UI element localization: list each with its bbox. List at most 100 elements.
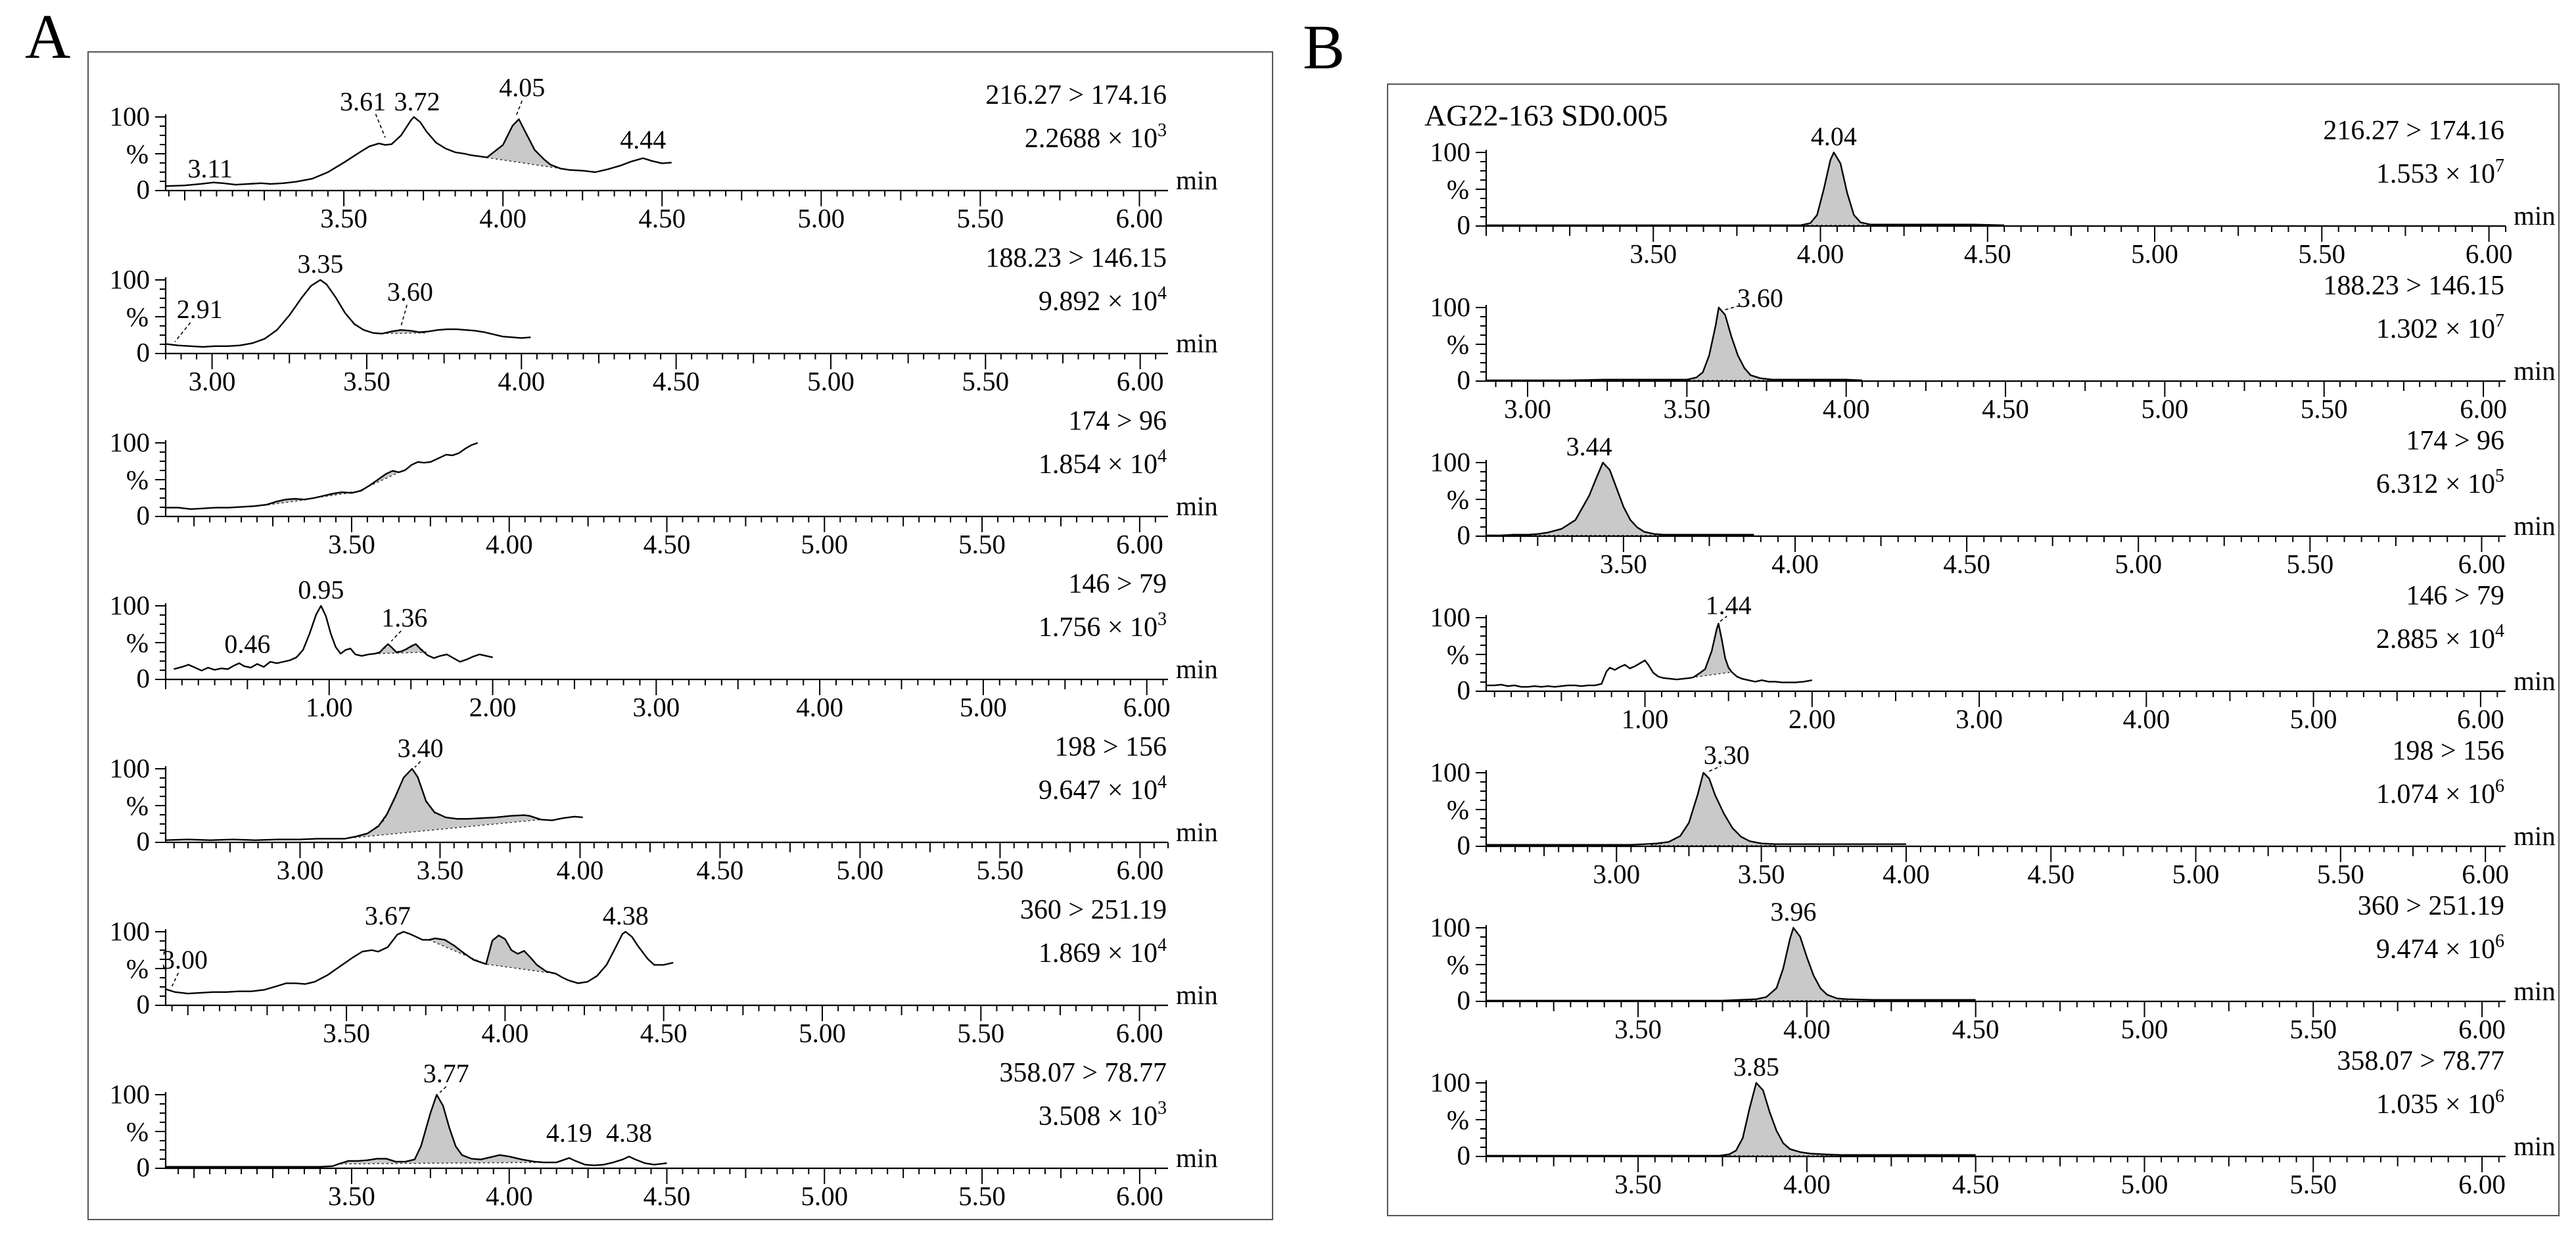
x-tick-label: 5.50 — [977, 855, 1024, 885]
trace-plot-b-2: 100% 0 3.50 4.00 4.50 5.00 5.50 6.00 min 174 > 96… — [1430, 426, 2556, 579]
x-tick-label: 4.50 — [1964, 239, 2011, 269]
peak-shaded-area — [471, 118, 570, 171]
peak-shaded-area — [1651, 771, 1777, 846]
peak-shaded-area — [1520, 461, 1666, 536]
x-tick-label: 4.50 — [640, 1018, 688, 1048]
peak-label-leader-line — [1708, 766, 1721, 772]
transition-label: 146 > 79 — [1068, 569, 1167, 599]
x-tick-label: 5.00 — [2290, 704, 2337, 734]
trace-plot-a-4: 100% 0 3.00 3.50 4.00 4.50 5.00 5.50 6.00 min 198 … — [110, 732, 1218, 885]
transition-label: 188.23 > 146.15 — [2323, 271, 2504, 301]
x-tick-label: 5.50 — [958, 529, 1006, 559]
x-tick-label: 3.00 — [277, 855, 324, 885]
x-tick-label: 5.00 — [801, 1181, 848, 1211]
x-tick-label: 5.50 — [2289, 1014, 2337, 1044]
peak-rt-label: 3.35 — [297, 249, 343, 279]
y-axis-label-100: 100 — [1430, 912, 1471, 942]
intensity-label: 1.869 × 104 — [1039, 935, 1167, 969]
y-axis-label-0: 0 — [1457, 675, 1471, 705]
peak-shaded-area — [1719, 1082, 1835, 1156]
chromatogram-curve — [165, 930, 674, 995]
x-tick-label: 3.50 — [1614, 1169, 1662, 1199]
peak-label-leader-line — [439, 1086, 447, 1093]
x-tick-label: 6.00 — [1116, 529, 1163, 559]
y-axis-label-0: 0 — [1457, 830, 1471, 860]
peak-label-leader-line — [171, 972, 179, 987]
x-tick-label: 5.50 — [2301, 394, 2348, 424]
transition-label: 360 > 251.19 — [2358, 891, 2504, 921]
x-tick-label: 4.00 — [1797, 239, 1844, 269]
x-tick-label: 4.00 — [1823, 394, 1870, 424]
x-tick-label: 3.50 — [323, 1018, 370, 1048]
x-tick-label: 5.50 — [2317, 859, 2364, 889]
x-axis-unit-label: min — [2514, 1131, 2556, 1161]
intensity-label: 1.035 × 106 — [2376, 1086, 2504, 1120]
peak-label-leader-line — [1720, 616, 1727, 622]
peak-rt-label: 3.00 — [162, 945, 208, 974]
y-axis-label-percent: % — [1447, 794, 1469, 825]
x-tick-label: 6.00 — [2460, 394, 2507, 424]
x-tick-label: 5.00 — [2131, 239, 2178, 269]
transition-label: 174 > 96 — [1068, 406, 1167, 436]
peak-label-leader-line — [515, 101, 523, 118]
y-axis-label-100: 100 — [110, 590, 151, 620]
x-tick-label: 4.00 — [1771, 549, 1819, 579]
chromatogram-curve — [166, 442, 479, 511]
y-axis-label-percent: % — [126, 465, 149, 495]
y-axis-label-100: 100 — [1430, 137, 1471, 167]
peak-label-leader-line — [1725, 304, 1741, 311]
y-axis-label-0: 0 — [137, 337, 151, 367]
x-axis-unit-label: min — [1176, 328, 1218, 358]
panel-b-letter: B — [1303, 12, 1346, 82]
peak-rt-label: 4.44 — [620, 125, 666, 154]
x-tick-label: 5.00 — [2142, 394, 2189, 424]
x-tick-label: 5.00 — [799, 1018, 846, 1048]
peak-shaded-area — [1800, 151, 1871, 226]
x-tick-label: 5.50 — [2298, 239, 2345, 269]
x-tick-label: 6.00 — [2458, 1169, 2506, 1199]
x-axis-unit-label: min — [1176, 817, 1218, 847]
x-axis-unit-label: min — [2514, 821, 2556, 851]
x-tick-label: 3.50 — [1614, 1014, 1662, 1044]
peak-rt-label: 4.38 — [606, 1118, 652, 1148]
intensity-label: 1.553 × 107 — [2376, 156, 2504, 189]
x-axis-unit-label: min — [1176, 1143, 1218, 1173]
x-tick-label: 4.00 — [486, 1181, 533, 1211]
x-tick-label: 5.50 — [2289, 1169, 2337, 1199]
y-axis-label-0: 0 — [137, 826, 151, 856]
x-tick-label: 5.50 — [956, 203, 1004, 233]
y-axis-label-100: 100 — [1430, 757, 1471, 787]
y-axis-label-0: 0 — [137, 174, 151, 204]
peak-shaded-area — [427, 938, 486, 965]
peak-rt-label: 3.85 — [1733, 1052, 1779, 1082]
y-axis-label-100: 100 — [1430, 602, 1471, 632]
peak-rt-label: 1.44 — [1706, 590, 1752, 620]
x-tick-label: 6.00 — [1116, 1018, 1163, 1048]
x-tick-label: 4.50 — [644, 529, 691, 559]
y-axis-label-percent: % — [126, 1116, 149, 1147]
peak-shaded-area — [1687, 306, 1773, 381]
x-tick-label: 4.00 — [479, 203, 527, 233]
transition-label: 146 > 79 — [2406, 581, 2504, 611]
transition-label: 360 > 251.19 — [1020, 895, 1167, 925]
trace-plot-b-3: 100% 0 1.00 2.00 3.00 4.00 5.00 6.00 min 146 > 79… — [1430, 581, 2556, 734]
intensity-label: 2.2688 × 103 — [1025, 120, 1167, 154]
x-axis-unit-label: min — [1176, 491, 1218, 521]
x-tick-label: 6.00 — [2466, 239, 2513, 269]
peak-rt-label: 3.40 — [398, 733, 444, 763]
x-tick-label: 3.50 — [1738, 859, 1785, 889]
x-axis-unit-label: min — [1176, 980, 1218, 1010]
intensity-label: 6.312 × 105 — [2376, 466, 2504, 499]
chromatogram-curve — [1486, 926, 1976, 1002]
x-tick-label: 6.00 — [1116, 203, 1163, 233]
y-axis-label-percent: % — [126, 790, 149, 821]
x-tick-label: 1.00 — [306, 692, 353, 722]
x-tick-label: 3.50 — [328, 1181, 375, 1211]
transition-label: 198 > 156 — [1054, 732, 1167, 762]
x-tick-label: 4.50 — [1982, 394, 2029, 424]
peak-rt-label: 3.11 — [188, 154, 233, 183]
y-axis-label-percent: % — [1447, 1105, 1469, 1135]
